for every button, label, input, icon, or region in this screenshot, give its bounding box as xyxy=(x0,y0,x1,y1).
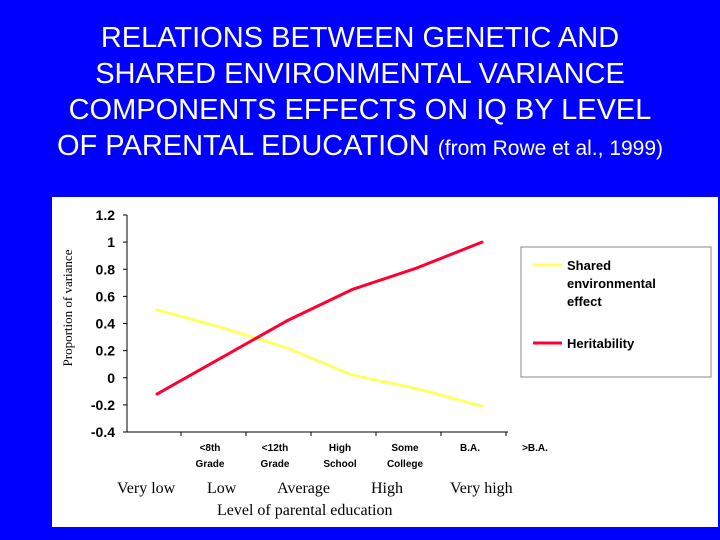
series-point xyxy=(155,308,159,312)
y-tick-label: 0.4 xyxy=(96,316,116,332)
series-line-heritability xyxy=(156,240,483,396)
series-point xyxy=(220,326,224,330)
series-point xyxy=(480,240,484,244)
y-tick-label: 0.2 xyxy=(96,343,116,359)
x-tick-labels: <8th Grade <12th Grade High School Some College… xyxy=(180,432,548,470)
scale-label-low: Low xyxy=(207,480,237,497)
title-line-1: RELATIONS BETWEEN GENETIC AND xyxy=(100,22,620,54)
series-point xyxy=(155,392,159,396)
y-tick-label: 0 xyxy=(107,370,115,386)
x-tick-label: <12th xyxy=(262,443,288,454)
y-tick-labels: 1.2 1 0.8 0.6 0.4 0.2 0 -0.2 -0.4 xyxy=(91,207,127,440)
scale-label-very-low: Very low xyxy=(117,480,176,497)
legend-label: effect xyxy=(567,294,602,309)
series-line-shared-environment xyxy=(156,308,483,408)
x-tick-label: B.A. xyxy=(460,443,480,454)
series-lines xyxy=(155,240,484,408)
y-tick-label: 0.8 xyxy=(96,261,116,277)
series-point xyxy=(415,266,419,270)
legend-box xyxy=(520,246,712,378)
x-axis-title: Level of parental education xyxy=(217,502,393,519)
legend-label: Shared xyxy=(567,258,611,273)
scale-label-high: High xyxy=(371,480,403,497)
series-point xyxy=(350,373,354,377)
series-point xyxy=(350,288,354,292)
x-tick-label: >B.A. xyxy=(522,443,548,454)
series-point xyxy=(415,387,419,391)
x-tick-label: College xyxy=(387,459,424,470)
y-tick-label: 1 xyxy=(107,234,115,250)
title-line-4: OF PARENTAL EDUCATION (from Rowe et al.,… xyxy=(0,128,720,167)
y-tick-label: -0.2 xyxy=(91,397,115,413)
title-line-4-text: OF PARENTAL EDUCATION xyxy=(56,130,430,162)
series-point xyxy=(285,319,289,323)
legend-label: Heritability xyxy=(567,336,635,351)
x-tick-label: Some xyxy=(391,443,419,454)
legend-label: environmental xyxy=(567,276,656,291)
title-line-3: COMPONENTS EFFECTS ON IQ BY LEVEL xyxy=(68,94,652,126)
x-tick-label: School xyxy=(323,459,357,470)
y-tick-label: -0.4 xyxy=(91,424,115,440)
series-point xyxy=(220,355,224,359)
x-tick-label: Grade xyxy=(196,459,225,470)
x-tick-label: High xyxy=(329,443,351,454)
x-tick-label: <8th xyxy=(200,443,221,454)
series-point xyxy=(480,404,484,408)
series-point xyxy=(285,346,289,350)
title-line-2: SHARED ENVIRONMENTAL VARIANCE xyxy=(95,58,625,90)
y-tick-label: 1.2 xyxy=(96,207,116,223)
title-citation: (from Rowe et al., 1999) xyxy=(437,137,664,160)
x-tick-label: Grade xyxy=(261,459,290,470)
slide-title: RELATIONS BETWEEN GENETIC AND SHARED ENV… xyxy=(0,20,720,167)
scale-label-average: Average xyxy=(277,480,330,497)
y-axis-label: Proportion of variance xyxy=(60,249,75,366)
y-tick-label: 0.6 xyxy=(96,288,116,304)
scale-label-very-high: Very high xyxy=(450,480,513,497)
legend: Shared environmental effect Heritability xyxy=(533,258,656,351)
